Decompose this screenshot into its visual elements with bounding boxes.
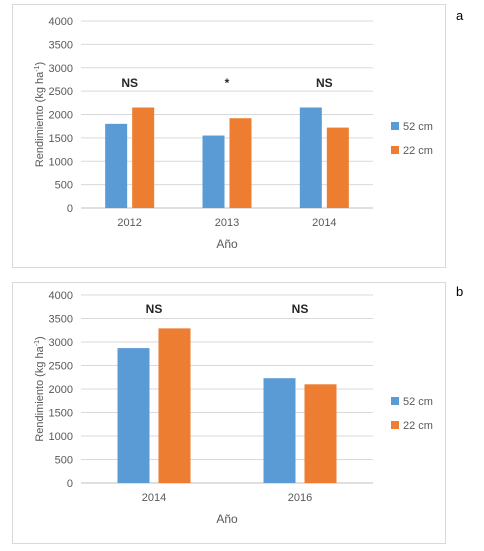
legend-swatch [391,146,399,154]
significance-label: * [225,76,230,90]
x-axis-title: Año [216,237,238,251]
x-tick-label: 2013 [215,217,239,229]
y-tick-label: 3500 [49,39,73,51]
bar-22cm-2013 [229,118,252,208]
y-tick-label: 4000 [49,16,73,28]
bar-52cm-2016 [263,378,296,483]
y-tick-label: 500 [55,455,73,467]
significance-label: NS [146,302,163,316]
x-tick-label: 2014 [312,217,336,229]
chart-a-svg: 0 500 1000 1500 2000 2500 3000 3500 4000 2012 NS 20… [34,16,433,251]
y-tick-label: 0 [67,478,73,490]
bar-52cm-2013 [202,135,225,208]
legend-label: 52 cm [403,121,433,133]
y-tick-label: 2500 [49,361,73,373]
significance-label: NS [316,76,333,90]
y-tick-label: 2500 [49,86,73,98]
y-tick-label: 1000 [49,431,73,443]
x-axis-title: Año [216,512,238,526]
significance-label: NS [121,76,138,90]
x-tick-label: 2016 [288,492,312,504]
bar-22cm-2014 [326,127,349,208]
y-tick-label: 3000 [49,63,73,75]
bar-52cm-2014 [117,348,150,483]
bar-52cm-2014 [299,107,322,208]
chart-panel-a: 0 500 1000 1500 2000 2500 3000 3500 4000 2012 NS 20… [12,4,446,268]
x-tick-label: 2012 [117,217,141,229]
legend-label: 22 cm [403,420,433,432]
panel-label-a: a [456,8,464,23]
chart-panel-b: 0 500 1000 1500 2000 2500 3000 3500 4000 2014 NS 20… [12,282,446,544]
legend-label: 52 cm [403,396,433,408]
legend-swatch [391,397,399,405]
y-tick-label: 3500 [49,314,73,326]
y-tick-label: 1500 [49,133,73,145]
legend-swatch [391,421,399,429]
significance-label: NS [292,302,309,316]
x-tick-label: 2014 [142,492,166,504]
y-tick-label: 500 [55,180,73,192]
y-tick-label: 2000 [49,110,73,122]
bar-52cm-2012 [105,123,128,208]
y-axis-title: Rendimiento (kg ha-1) [34,336,46,441]
y-tick-label: 3000 [49,337,73,349]
bar-22cm-2012 [132,107,155,208]
bar-22cm-2016 [304,384,337,483]
y-tick-label: 0 [67,203,73,215]
panel-label-b: b [456,284,464,299]
legend-swatch [391,122,399,130]
y-axis-title: Rendimiento (kg ha-1) [34,62,46,167]
y-tick-label: 4000 [49,290,73,302]
y-tick-label: 1000 [49,156,73,168]
chart-b-svg: 0 500 1000 1500 2000 2500 3000 3500 4000 2014 NS 20… [34,290,433,526]
bar-22cm-2014 [158,328,191,483]
y-tick-label: 1500 [49,408,73,420]
legend-label: 22 cm [403,145,433,157]
y-tick-label: 2000 [49,384,73,396]
